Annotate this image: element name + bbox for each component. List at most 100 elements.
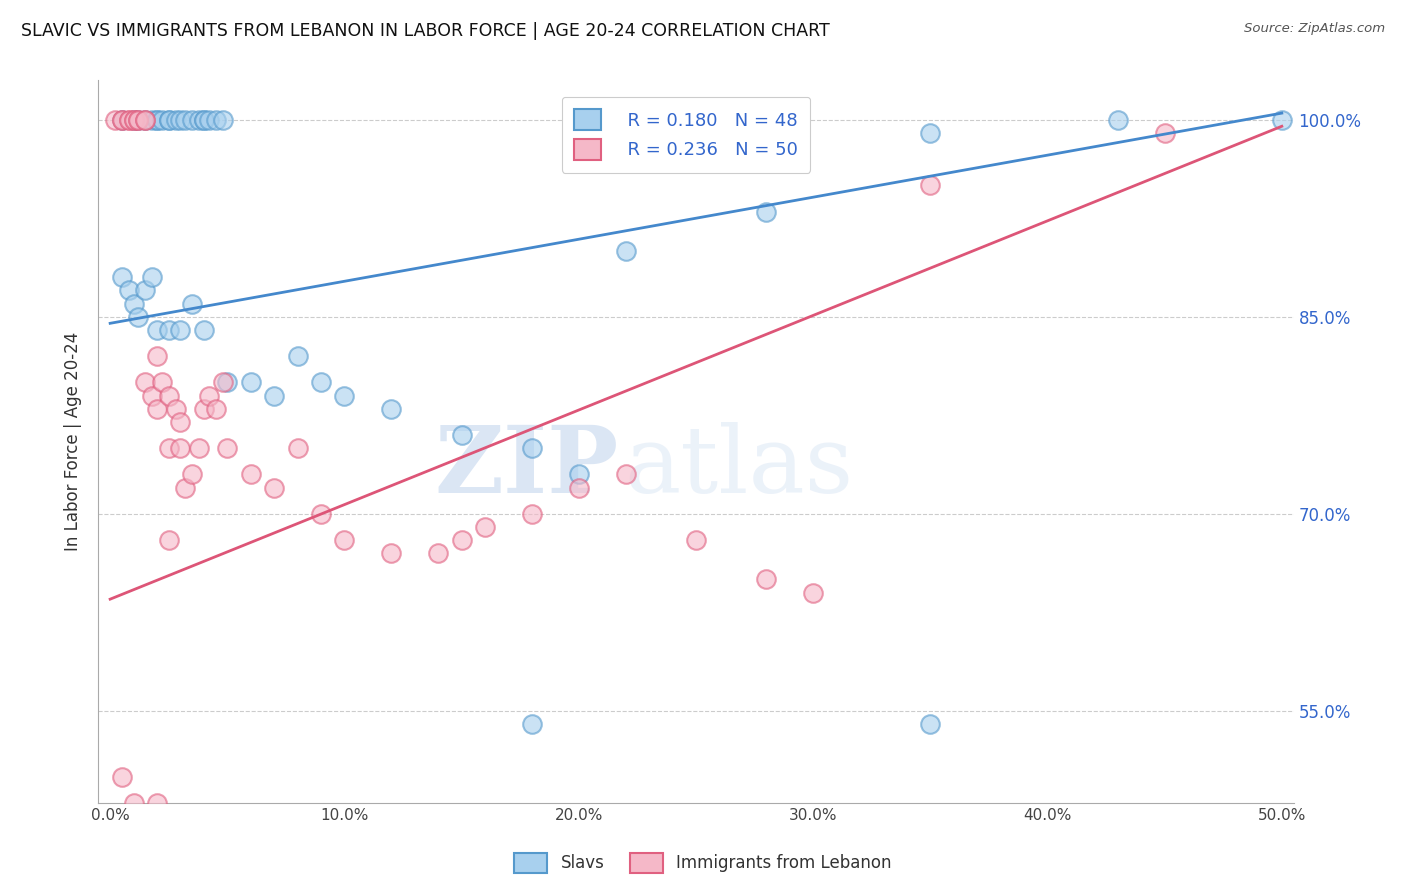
Point — [165, 112, 187, 127]
Point — [122, 112, 145, 127]
Point — [157, 112, 180, 127]
Point — [157, 388, 180, 402]
Point — [174, 112, 197, 127]
Point — [217, 441, 239, 455]
Point — [193, 323, 215, 337]
Point — [801, 585, 824, 599]
Point — [287, 349, 309, 363]
Point — [263, 481, 285, 495]
Point — [169, 415, 191, 429]
Point — [122, 112, 145, 127]
Point — [146, 112, 169, 127]
Point — [134, 376, 156, 390]
Point — [197, 112, 219, 127]
Point — [204, 401, 226, 416]
Point — [111, 112, 134, 127]
Y-axis label: In Labor Force | Age 20-24: In Labor Force | Age 20-24 — [65, 332, 83, 551]
Point — [333, 388, 356, 402]
Point — [146, 401, 169, 416]
Point — [141, 388, 163, 402]
Point — [134, 112, 156, 127]
Point — [127, 112, 149, 127]
Point — [287, 441, 309, 455]
Point — [450, 428, 472, 442]
Point — [181, 296, 204, 310]
Point — [217, 376, 239, 390]
Point — [157, 533, 180, 547]
Point — [122, 796, 145, 810]
Text: Source: ZipAtlas.com: Source: ZipAtlas.com — [1244, 22, 1385, 36]
Point — [146, 796, 169, 810]
Point — [1107, 112, 1129, 127]
Point — [193, 401, 215, 416]
Point — [157, 441, 180, 455]
Point — [920, 178, 942, 193]
Point — [146, 112, 169, 127]
Point — [193, 112, 215, 127]
Point — [181, 112, 204, 127]
Point — [141, 112, 163, 127]
Point — [134, 284, 156, 298]
Point — [333, 533, 356, 547]
Point — [111, 270, 134, 285]
Point — [111, 112, 134, 127]
Point — [755, 573, 778, 587]
Point — [127, 112, 149, 127]
Point — [111, 112, 134, 127]
Point — [169, 441, 191, 455]
Point — [204, 112, 226, 127]
Point — [520, 717, 543, 731]
Point — [165, 401, 187, 416]
Point — [520, 507, 543, 521]
Point — [685, 533, 707, 547]
Point — [122, 112, 145, 127]
Point — [614, 467, 637, 482]
Point — [380, 546, 402, 560]
Point — [474, 520, 496, 534]
Point — [157, 323, 180, 337]
Point — [380, 401, 402, 416]
Point — [150, 376, 173, 390]
Point — [211, 112, 233, 127]
Point — [118, 112, 141, 127]
Point — [568, 467, 591, 482]
Point — [568, 481, 591, 495]
Point — [188, 441, 211, 455]
Point — [263, 388, 285, 402]
Text: SLAVIC VS IMMIGRANTS FROM LEBANON IN LABOR FORCE | AGE 20-24 CORRELATION CHART: SLAVIC VS IMMIGRANTS FROM LEBANON IN LAB… — [21, 22, 830, 40]
Point — [146, 323, 169, 337]
Point — [1271, 112, 1294, 127]
Point — [193, 112, 215, 127]
Point — [239, 376, 262, 390]
Point — [920, 126, 942, 140]
Point — [118, 284, 141, 298]
Point — [188, 112, 211, 127]
Point — [427, 546, 450, 560]
Legend:   R = 0.180   N = 48,   R = 0.236   N = 50: R = 0.180 N = 48, R = 0.236 N = 50 — [561, 96, 810, 172]
Point — [146, 349, 169, 363]
Point — [755, 204, 778, 219]
Text: atlas: atlas — [624, 422, 853, 512]
Point — [309, 376, 332, 390]
Point — [169, 323, 191, 337]
Point — [127, 310, 149, 324]
Point — [134, 112, 156, 127]
Point — [239, 467, 262, 482]
Point — [174, 481, 197, 495]
Legend: Slavs, Immigrants from Lebanon: Slavs, Immigrants from Lebanon — [508, 847, 898, 880]
Point — [104, 112, 127, 127]
Text: ZIP: ZIP — [434, 422, 619, 512]
Point — [450, 533, 472, 547]
Point — [169, 112, 191, 127]
Point — [111, 770, 134, 784]
Point — [211, 376, 233, 390]
Point — [150, 112, 173, 127]
Point — [134, 112, 156, 127]
Point — [920, 717, 942, 731]
Point — [614, 244, 637, 258]
Point — [141, 270, 163, 285]
Point — [520, 441, 543, 455]
Point — [118, 112, 141, 127]
Point — [1153, 126, 1175, 140]
Point — [127, 112, 149, 127]
